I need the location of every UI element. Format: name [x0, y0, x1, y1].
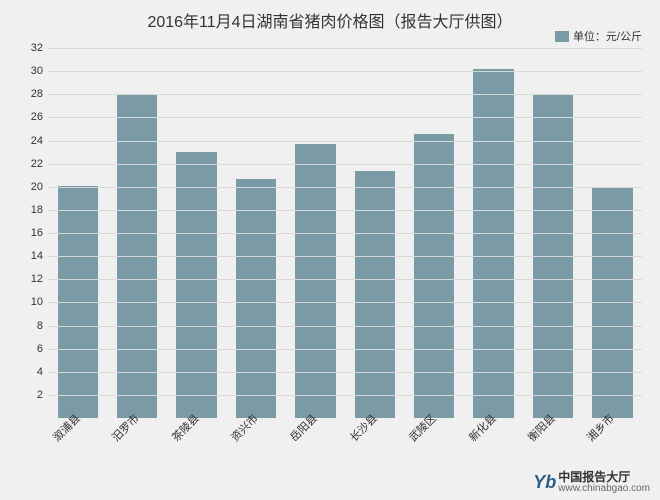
y-axis-label: 14 [18, 250, 43, 262]
grid-line [48, 233, 642, 234]
y-axis-label: 24 [18, 135, 43, 147]
grid-line [48, 279, 642, 280]
legend-swatch [555, 31, 569, 42]
y-axis-label: 6 [18, 343, 43, 355]
grid-line [48, 395, 642, 396]
y-axis-label: 12 [18, 273, 43, 285]
grid-line [48, 141, 642, 142]
watermark-logo: Yb [533, 472, 556, 493]
grid-line [48, 326, 642, 327]
y-axis-label: 16 [18, 227, 43, 239]
x-axis-label: 长沙县 [346, 410, 381, 445]
grid-line [48, 349, 642, 350]
legend: 单位：元/公斤 [555, 28, 642, 44]
y-axis-label: 32 [18, 42, 43, 54]
bar [473, 69, 513, 418]
grid-line [48, 187, 642, 188]
grid-line [48, 210, 642, 211]
bar [355, 171, 395, 418]
grid-line [48, 94, 642, 95]
x-axis-label: 衡阳县 [524, 410, 559, 445]
grid-line [48, 164, 642, 165]
legend-label: 单位：元/公斤 [573, 28, 642, 44]
y-axis-label: 18 [18, 204, 43, 216]
y-axis-label: 30 [18, 65, 43, 77]
y-axis-label: 20 [18, 181, 43, 193]
grid-line [48, 117, 642, 118]
chart-container: 2016年11月4日湖南省猪肉价格图（报告大厅供图） 单位：元/公斤 溆浦县汨罗… [0, 0, 660, 500]
grid-line [48, 48, 642, 49]
y-axis-label: 4 [18, 366, 43, 378]
x-axis-label: 新化县 [465, 410, 500, 445]
x-axis-label: 资兴市 [227, 410, 262, 445]
watermark: Yb 中国报告大厅 www.chinabgao.com [533, 471, 650, 494]
grid-line [48, 256, 642, 257]
y-axis-label: 22 [18, 158, 43, 170]
plot-area: 溆浦县汨罗市茶陵县资兴市岳阳县长沙县武陵区新化县衡阳县湘乡市 246810121… [48, 48, 642, 418]
watermark-cn: 中国报告大厅 [558, 471, 650, 484]
bar [236, 179, 276, 418]
y-axis-label: 10 [18, 296, 43, 308]
watermark-text: 中国报告大厅 www.chinabgao.com [558, 471, 650, 494]
x-axis-label: 溆浦县 [49, 410, 84, 445]
bar [176, 152, 216, 418]
watermark-url: www.chinabgao.com [558, 484, 650, 495]
grid-line [48, 372, 642, 373]
grid-line [48, 302, 642, 303]
y-axis-label: 2 [18, 389, 43, 401]
bar [295, 144, 335, 418]
y-axis-label: 8 [18, 320, 43, 332]
x-axis-label: 茶陵县 [168, 410, 203, 445]
bar [414, 134, 454, 418]
grid-line [48, 71, 642, 72]
y-axis-label: 28 [18, 88, 43, 100]
y-axis-label: 26 [18, 111, 43, 123]
